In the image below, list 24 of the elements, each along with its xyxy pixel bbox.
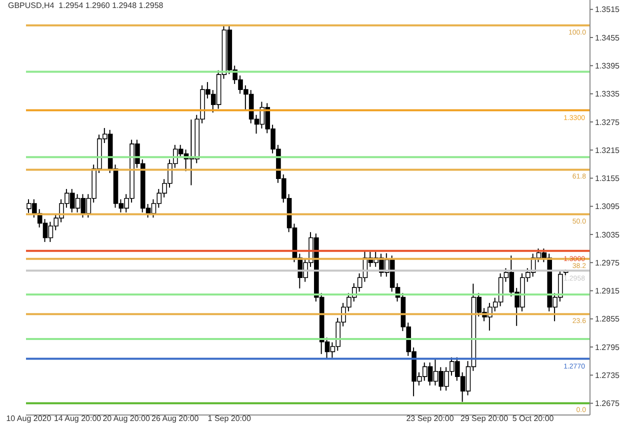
chart-title: GBPUSD,H4 1.2954 1.2960 1.2948 1.2958: [8, 1, 164, 10]
y-tick-label: 1.2855: [595, 314, 620, 324]
x-tick-label: 1 Sep 20:00: [208, 414, 252, 423]
x-tick-label: 20 Aug 20:00: [102, 414, 150, 423]
y-tick-label: 1.3455: [595, 33, 620, 42]
y-tick-label: 1.2915: [595, 286, 620, 296]
y-tick-label: 1.2975: [595, 258, 620, 268]
x-tick-label: 5 Oct 20:00: [512, 414, 554, 423]
x-tick-label: 10 Aug 2020: [6, 414, 52, 423]
y-tick-label: 1.2795: [595, 342, 620, 352]
y-tick-label: 1.3095: [595, 202, 620, 212]
y-tick-label: 1.3275: [595, 118, 620, 127]
x-tick-label: 14 Aug 20:00: [54, 414, 102, 423]
y-tick-label: 1.3515: [595, 5, 620, 14]
x-tick-label: 29 Sep 20:00: [460, 414, 509, 423]
x-tick-label: 23 Sep 20:00: [406, 414, 454, 423]
y-tick-label: 1.3335: [595, 90, 620, 99]
y-tick-label: 1.2735: [595, 370, 620, 380]
y-tick-label: 1.3035: [595, 230, 620, 240]
y-tick-label: 1.3215: [595, 146, 620, 155]
x-tick-label: 26 Aug 20:00: [152, 414, 200, 423]
y-tick-label: 1.2675: [595, 399, 620, 408]
y-tick-label: 1.3395: [595, 61, 620, 70]
y-tick-label: 1.3155: [595, 174, 620, 184]
